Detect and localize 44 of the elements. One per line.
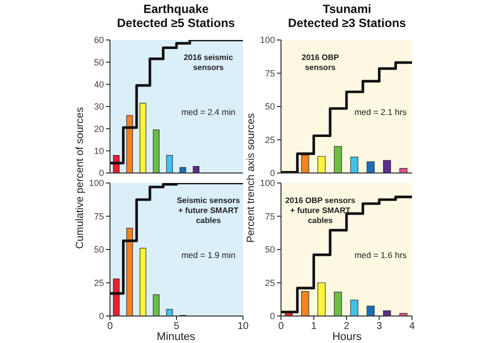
annotation: med = 1.6 hrs — [354, 250, 407, 260]
chart-title: Earthquake Detected ≥5 Stations — [116, 2, 236, 30]
y-tick-label: 0 — [98, 311, 104, 322]
x-tick-label: 5 — [174, 321, 180, 332]
y-tick-label: 10 — [94, 146, 104, 156]
x-axis-title: Minutes — [156, 331, 196, 343]
annotation: med = 1.9 min — [181, 250, 236, 260]
x-tick-label: 1 — [310, 321, 317, 332]
y-axis-title: Percent trench axis sources — [244, 112, 258, 245]
annotation: med = 2.1 hrs — [354, 106, 407, 116]
annotation: Seismic sensors + future SMART cables — [176, 196, 240, 226]
y-tick-label: 25 — [94, 278, 104, 288]
y-tick-label: 40 — [94, 80, 104, 90]
y-tick-label: 50 — [94, 244, 104, 255]
x-tick-label: 0 — [107, 321, 114, 332]
x-tick-label: 0 — [278, 321, 284, 332]
x-axis-title: Hours — [331, 331, 363, 343]
annotation: 2016 OBP sensors + future SMART cables — [285, 196, 356, 226]
annotation: 2016 seismic sensors — [184, 53, 234, 74]
y-tick-label: 50 — [264, 102, 275, 112]
y-axis-title: Cumulative percent of sources — [73, 106, 87, 251]
y-tick-label: 25 — [264, 278, 275, 288]
annotation: med = 2.4 min — [181, 106, 236, 116]
annotation: 2016 OBP sensors — [302, 53, 339, 74]
y-tick-label: 20 — [94, 124, 104, 134]
y-tick-label: 75 — [264, 68, 275, 78]
y-tick-label: 25 — [264, 134, 275, 145]
y-tick-label: 60 — [94, 35, 104, 46]
chart-title: Tsunami Detected ≥3 Stations — [287, 2, 407, 30]
y-tick-label: 30 — [94, 102, 104, 112]
y-tick-label: 0 — [270, 311, 275, 322]
x-tick-label: 2 — [344, 321, 350, 332]
x-tick-label: 3 — [376, 321, 382, 332]
x-tick-label: 10 — [237, 321, 249, 332]
y-tick-label: 50 — [264, 244, 275, 255]
y-tick-label: 100 — [260, 178, 275, 188]
y-tick-label: 100 — [88, 178, 104, 188]
y-tick-label: 50 — [94, 57, 104, 68]
y-tick-label: 0 — [98, 168, 104, 178]
x-tick-label: 4 — [409, 321, 416, 332]
y-tick-label: 75 — [264, 211, 275, 222]
y-tick-label: 75 — [94, 211, 104, 222]
y-tick-label: 100 — [260, 35, 275, 46]
y-tick-label: 0 — [270, 168, 275, 178]
